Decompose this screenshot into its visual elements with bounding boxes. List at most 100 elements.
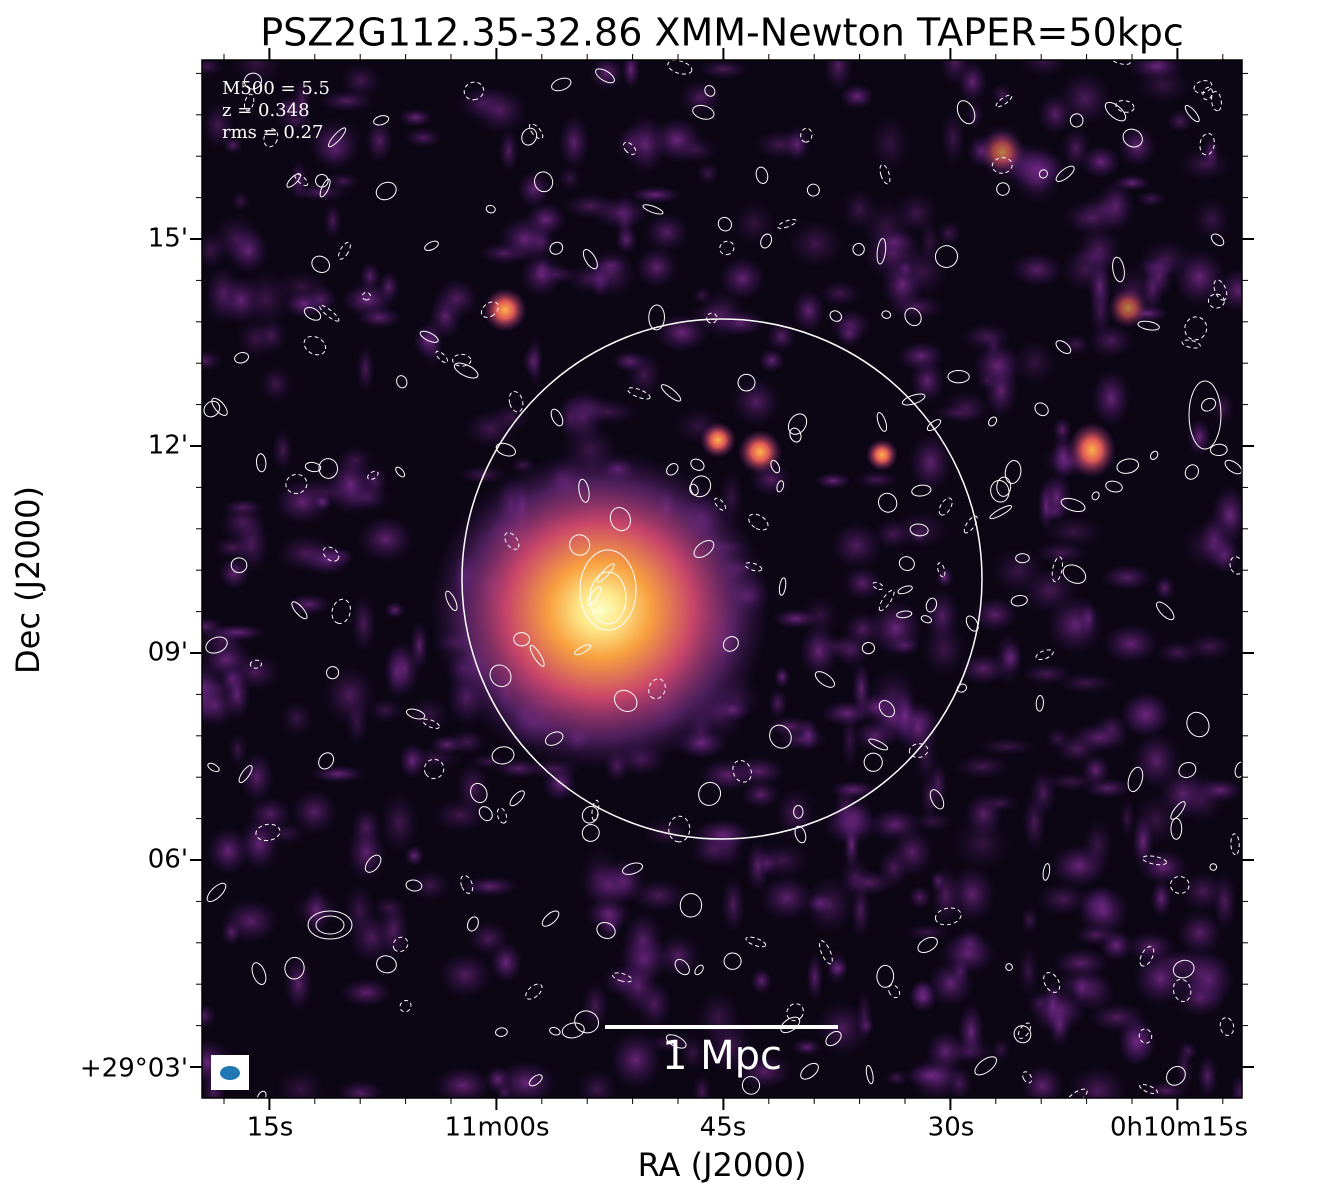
noise-blob — [380, 792, 419, 853]
contour — [1004, 460, 1022, 484]
contour — [648, 304, 665, 331]
noise-blob — [542, 765, 577, 802]
noise-blob — [839, 83, 875, 109]
noise-blob — [1075, 225, 1122, 274]
contour — [315, 915, 345, 935]
noise-blob — [526, 335, 544, 388]
noise-blob — [736, 1053, 792, 1090]
x-tick-label: 30s — [928, 1113, 975, 1143]
contour — [878, 700, 896, 718]
y-tick-label: +29°03' — [80, 1054, 188, 1084]
contour — [1149, 450, 1159, 460]
contour — [263, 128, 279, 148]
noise-blob — [1144, 1081, 1188, 1098]
noise-blob — [904, 924, 951, 941]
noise-blob — [202, 1003, 217, 1029]
contour — [521, 127, 538, 146]
contour — [591, 799, 600, 821]
contour — [1055, 340, 1072, 355]
noise-blob — [202, 102, 235, 149]
noise-blob — [930, 404, 985, 422]
contour — [732, 759, 752, 783]
contour — [1139, 1083, 1158, 1095]
noise-blob — [715, 310, 766, 337]
noise-blob — [1192, 197, 1231, 242]
contour — [704, 85, 716, 97]
contour — [800, 127, 813, 143]
noise-blob — [239, 751, 274, 803]
noise-blob — [1080, 144, 1121, 179]
noise-blob — [448, 729, 487, 755]
contour — [544, 731, 564, 746]
contour — [642, 204, 664, 215]
contour — [596, 921, 616, 939]
noise-blob — [1156, 640, 1200, 666]
contour — [787, 413, 808, 435]
contour — [876, 238, 887, 265]
annotation-line: z = 0.348 — [222, 100, 310, 121]
noise-blob — [1019, 60, 1068, 78]
noise-blob — [222, 498, 264, 515]
noise-blob — [1089, 284, 1112, 339]
contour — [541, 910, 560, 927]
contour — [1219, 1017, 1235, 1036]
noise-blob — [1197, 778, 1242, 802]
noise-blob — [971, 597, 1018, 633]
noise-blob — [455, 761, 490, 814]
noise-blob — [806, 952, 824, 1002]
noise-blob — [1217, 268, 1242, 313]
contour — [991, 157, 1013, 174]
noise-blob — [858, 1016, 875, 1035]
contour — [741, 1076, 761, 1095]
noise-blob — [951, 817, 1012, 871]
contour — [322, 546, 340, 562]
contour — [1042, 863, 1051, 881]
noise-blob — [1071, 973, 1092, 1004]
noise-blob — [435, 278, 480, 319]
noise-blob — [804, 876, 855, 934]
noise-blob — [408, 696, 450, 732]
noise-blob — [406, 746, 463, 771]
x-tick-label: 45s — [700, 1113, 747, 1143]
noise-blob — [1045, 727, 1071, 750]
noise-blob — [940, 109, 966, 166]
noise-blob — [1175, 1038, 1193, 1095]
noise-blob — [1047, 1001, 1071, 1048]
beam — [220, 1066, 240, 1080]
contour — [878, 492, 898, 513]
contour — [375, 181, 397, 201]
contour — [376, 955, 397, 974]
noise-blob — [819, 279, 861, 307]
contour — [1170, 801, 1186, 820]
contour — [579, 549, 637, 631]
contour — [794, 825, 807, 844]
contour — [435, 350, 449, 364]
contour — [1193, 80, 1213, 94]
point-source — [738, 430, 782, 474]
noise-blob — [404, 127, 442, 148]
y-tick-label: 09' — [148, 638, 188, 668]
y-tick-label: 12' — [148, 431, 188, 461]
noise-blob — [631, 878, 687, 913]
x-axis-label: RA (J2000) — [638, 1146, 807, 1184]
contour — [881, 310, 892, 319]
noise-blob — [231, 653, 280, 691]
contour — [609, 507, 631, 532]
contour — [1122, 128, 1143, 148]
noise-blob — [318, 90, 375, 112]
noise-blob — [1022, 793, 1047, 853]
point-source — [483, 288, 527, 332]
contour — [1209, 443, 1228, 457]
contour — [574, 644, 592, 656]
contour — [1209, 863, 1218, 871]
contour — [491, 746, 515, 765]
annotation: M500 = 5.5 z = 0.348 rms = 0.27 — [222, 78, 330, 143]
noise-blob — [438, 952, 493, 998]
contour — [995, 94, 1013, 108]
noise-blob — [408, 869, 452, 902]
noise-blob — [1135, 190, 1167, 208]
contour — [872, 581, 884, 590]
noise-blob — [1172, 947, 1228, 1000]
contour — [698, 781, 722, 806]
contour — [825, 1030, 842, 1047]
